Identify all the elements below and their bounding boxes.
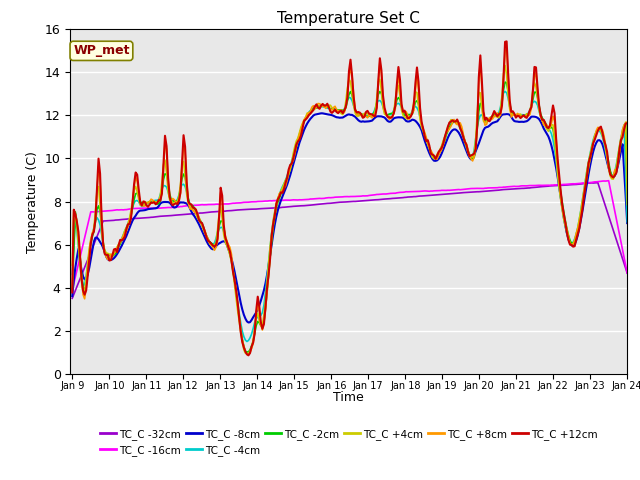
TC_C -32cm [311,202,319,207]
TC_C -8cm [623,220,631,226]
TC_C +12cm [234,300,241,305]
TC_C +12cm [68,289,76,295]
TC_C -32cm [234,207,241,213]
TC_C -16cm [68,287,76,293]
Y-axis label: Temperature (C): Temperature (C) [26,151,39,252]
TC_C +4cm [254,311,262,316]
TC_C -32cm [252,206,260,212]
TC_C +8cm [68,288,76,294]
TC_C +4cm [234,308,241,313]
TC_C -2cm [596,126,604,132]
TC_C +4cm [313,105,321,110]
Legend: TC_C -32cm, TC_C -16cm, TC_C -8cm, TC_C -4cm, TC_C -2cm, TC_C +4cm, TC_C +8cm, T: TC_C -32cm, TC_C -16cm, TC_C -8cm, TC_C … [96,424,602,460]
Line: TC_C -32cm: TC_C -32cm [72,183,627,298]
TC_C -2cm [244,349,252,355]
TC_C +12cm [313,101,321,107]
TC_C -8cm [234,285,241,290]
TC_C -2cm [234,302,241,308]
Title: Temperature Set C: Temperature Set C [277,11,420,26]
TC_C +8cm [623,119,631,125]
TC_C +12cm [503,38,511,44]
TC_C +12cm [263,285,271,291]
TC_C +4cm [263,280,271,286]
TC_C +12cm [623,120,631,126]
TC_C -4cm [254,314,262,320]
TC_C -2cm [136,198,144,204]
Line: TC_C +8cm: TC_C +8cm [72,48,627,354]
TC_C -2cm [263,290,271,296]
TC_C +8cm [263,290,271,296]
TC_C -16cm [623,270,631,276]
TC_C -4cm [234,300,241,306]
TC_C -32cm [594,180,602,186]
TC_C -8cm [68,293,76,299]
TC_C -8cm [254,306,262,312]
TC_C -8cm [596,137,604,143]
TC_C -4cm [68,272,76,277]
X-axis label: Time: Time [333,391,364,404]
TC_C +4cm [244,351,252,357]
TC_C +8cm [234,303,241,309]
TC_C -2cm [254,319,262,324]
TC_C -4cm [263,275,271,280]
Line: TC_C -4cm: TC_C -4cm [72,91,627,341]
TC_C -16cm [593,179,600,185]
TC_C -4cm [243,338,251,344]
TC_C -8cm [244,320,252,325]
TC_C +4cm [596,127,604,132]
TC_C -32cm [623,270,631,276]
TC_C +8cm [136,201,144,206]
TC_C +12cm [244,352,252,358]
TC_C -2cm [501,79,509,85]
Text: WP_met: WP_met [73,44,130,57]
TC_C -32cm [593,180,600,186]
Line: TC_C +12cm: TC_C +12cm [72,41,627,355]
TC_C +12cm [136,200,144,205]
TC_C -16cm [252,199,260,204]
TC_C +4cm [136,202,144,208]
TC_C -32cm [136,215,144,221]
TC_C +12cm [254,294,262,300]
Line: TC_C -8cm: TC_C -8cm [72,113,627,323]
TC_C -8cm [317,110,325,116]
Line: TC_C +4cm: TC_C +4cm [72,66,627,354]
TC_C +4cm [68,262,76,268]
TC_C +8cm [313,104,321,109]
Line: TC_C -2cm: TC_C -2cm [72,82,627,352]
TC_C +8cm [244,351,252,357]
TC_C -16cm [262,198,269,204]
TC_C -32cm [68,295,76,301]
TC_C +8cm [254,302,262,308]
TC_C -16cm [234,200,241,206]
TC_C -2cm [313,105,321,111]
TC_C -4cm [501,88,509,94]
TC_C -4cm [136,202,144,208]
TC_C +4cm [623,202,631,207]
TC_C -8cm [263,272,271,278]
TC_C -16cm [311,196,319,202]
TC_C -4cm [313,104,321,110]
Line: TC_C -16cm: TC_C -16cm [72,180,627,290]
TC_C -8cm [313,111,321,117]
TC_C +4cm [501,63,509,69]
TC_C +8cm [503,46,511,51]
TC_C -16cm [136,205,144,211]
TC_C -2cm [623,182,631,188]
TC_C +8cm [596,125,604,131]
TC_C -4cm [596,128,604,133]
TC_C -32cm [262,205,269,211]
TC_C -8cm [136,208,144,214]
TC_C -16cm [605,178,612,183]
TC_C -2cm [68,286,76,292]
TC_C -4cm [623,219,631,225]
TC_C +12cm [596,125,604,131]
